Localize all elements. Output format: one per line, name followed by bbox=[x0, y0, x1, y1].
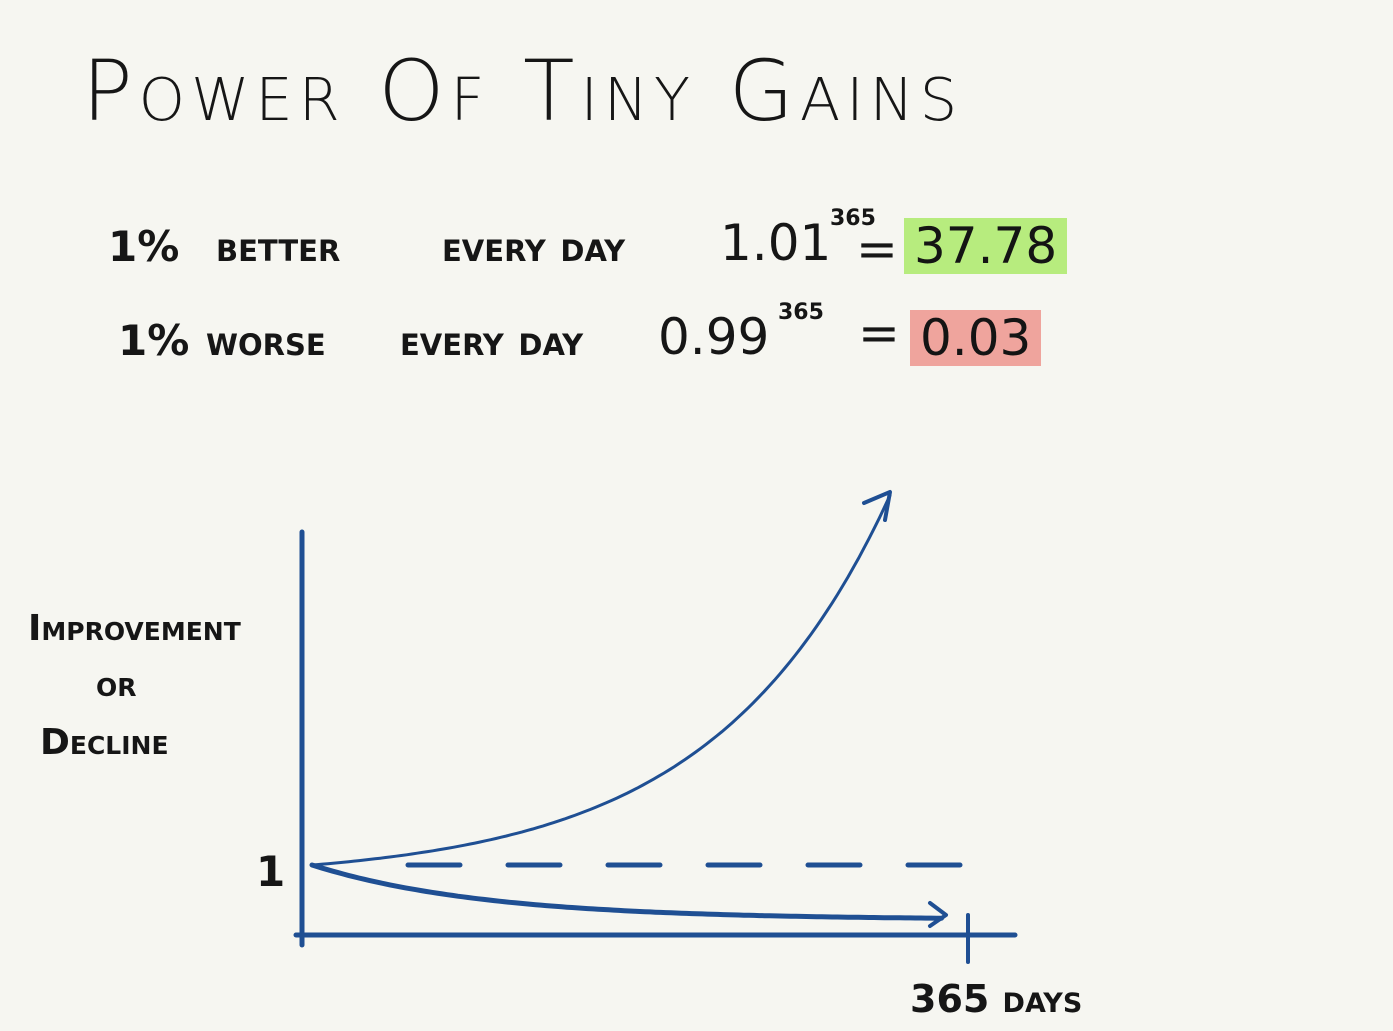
chart-ticks: 1 365 days bbox=[256, 847, 1082, 1021]
worse-percent: 1% bbox=[118, 316, 190, 365]
y-axis-label-line-3: Decline bbox=[40, 722, 169, 763]
y-axis-label-line-1: Improvement bbox=[28, 608, 241, 649]
better-word: better bbox=[216, 222, 341, 271]
better-equals: = bbox=[856, 220, 898, 278]
worse-exponent: 365 bbox=[778, 300, 824, 325]
better-base: 1.01 bbox=[720, 214, 832, 272]
worse-result: 0.03 bbox=[910, 310, 1042, 366]
better-result: 37.78 bbox=[904, 218, 1068, 274]
decline-series-line bbox=[309, 862, 944, 921]
y-axis-label-line-2: or bbox=[96, 664, 137, 705]
chart-series bbox=[309, 490, 1005, 928]
x-tick-label-365-days: 365 days bbox=[910, 977, 1082, 1021]
page-title: Power Of Tiny Gains bbox=[82, 42, 964, 140]
decline-series-arrowhead bbox=[928, 901, 948, 928]
worse-word: worse bbox=[206, 316, 326, 365]
growth-series-line bbox=[310, 493, 892, 867]
better-every-day: every day bbox=[442, 222, 626, 271]
better-exponent: 365 bbox=[830, 206, 876, 231]
growth-series-arrowhead bbox=[862, 490, 892, 522]
worse-base: 0.99 bbox=[658, 308, 770, 366]
worse-equals: = bbox=[858, 304, 900, 362]
chart-axes bbox=[293, 529, 1018, 948]
better-percent: 1% bbox=[108, 222, 180, 271]
y-tick-label-1: 1 bbox=[256, 847, 285, 896]
worse-every-day: every day bbox=[400, 316, 584, 365]
